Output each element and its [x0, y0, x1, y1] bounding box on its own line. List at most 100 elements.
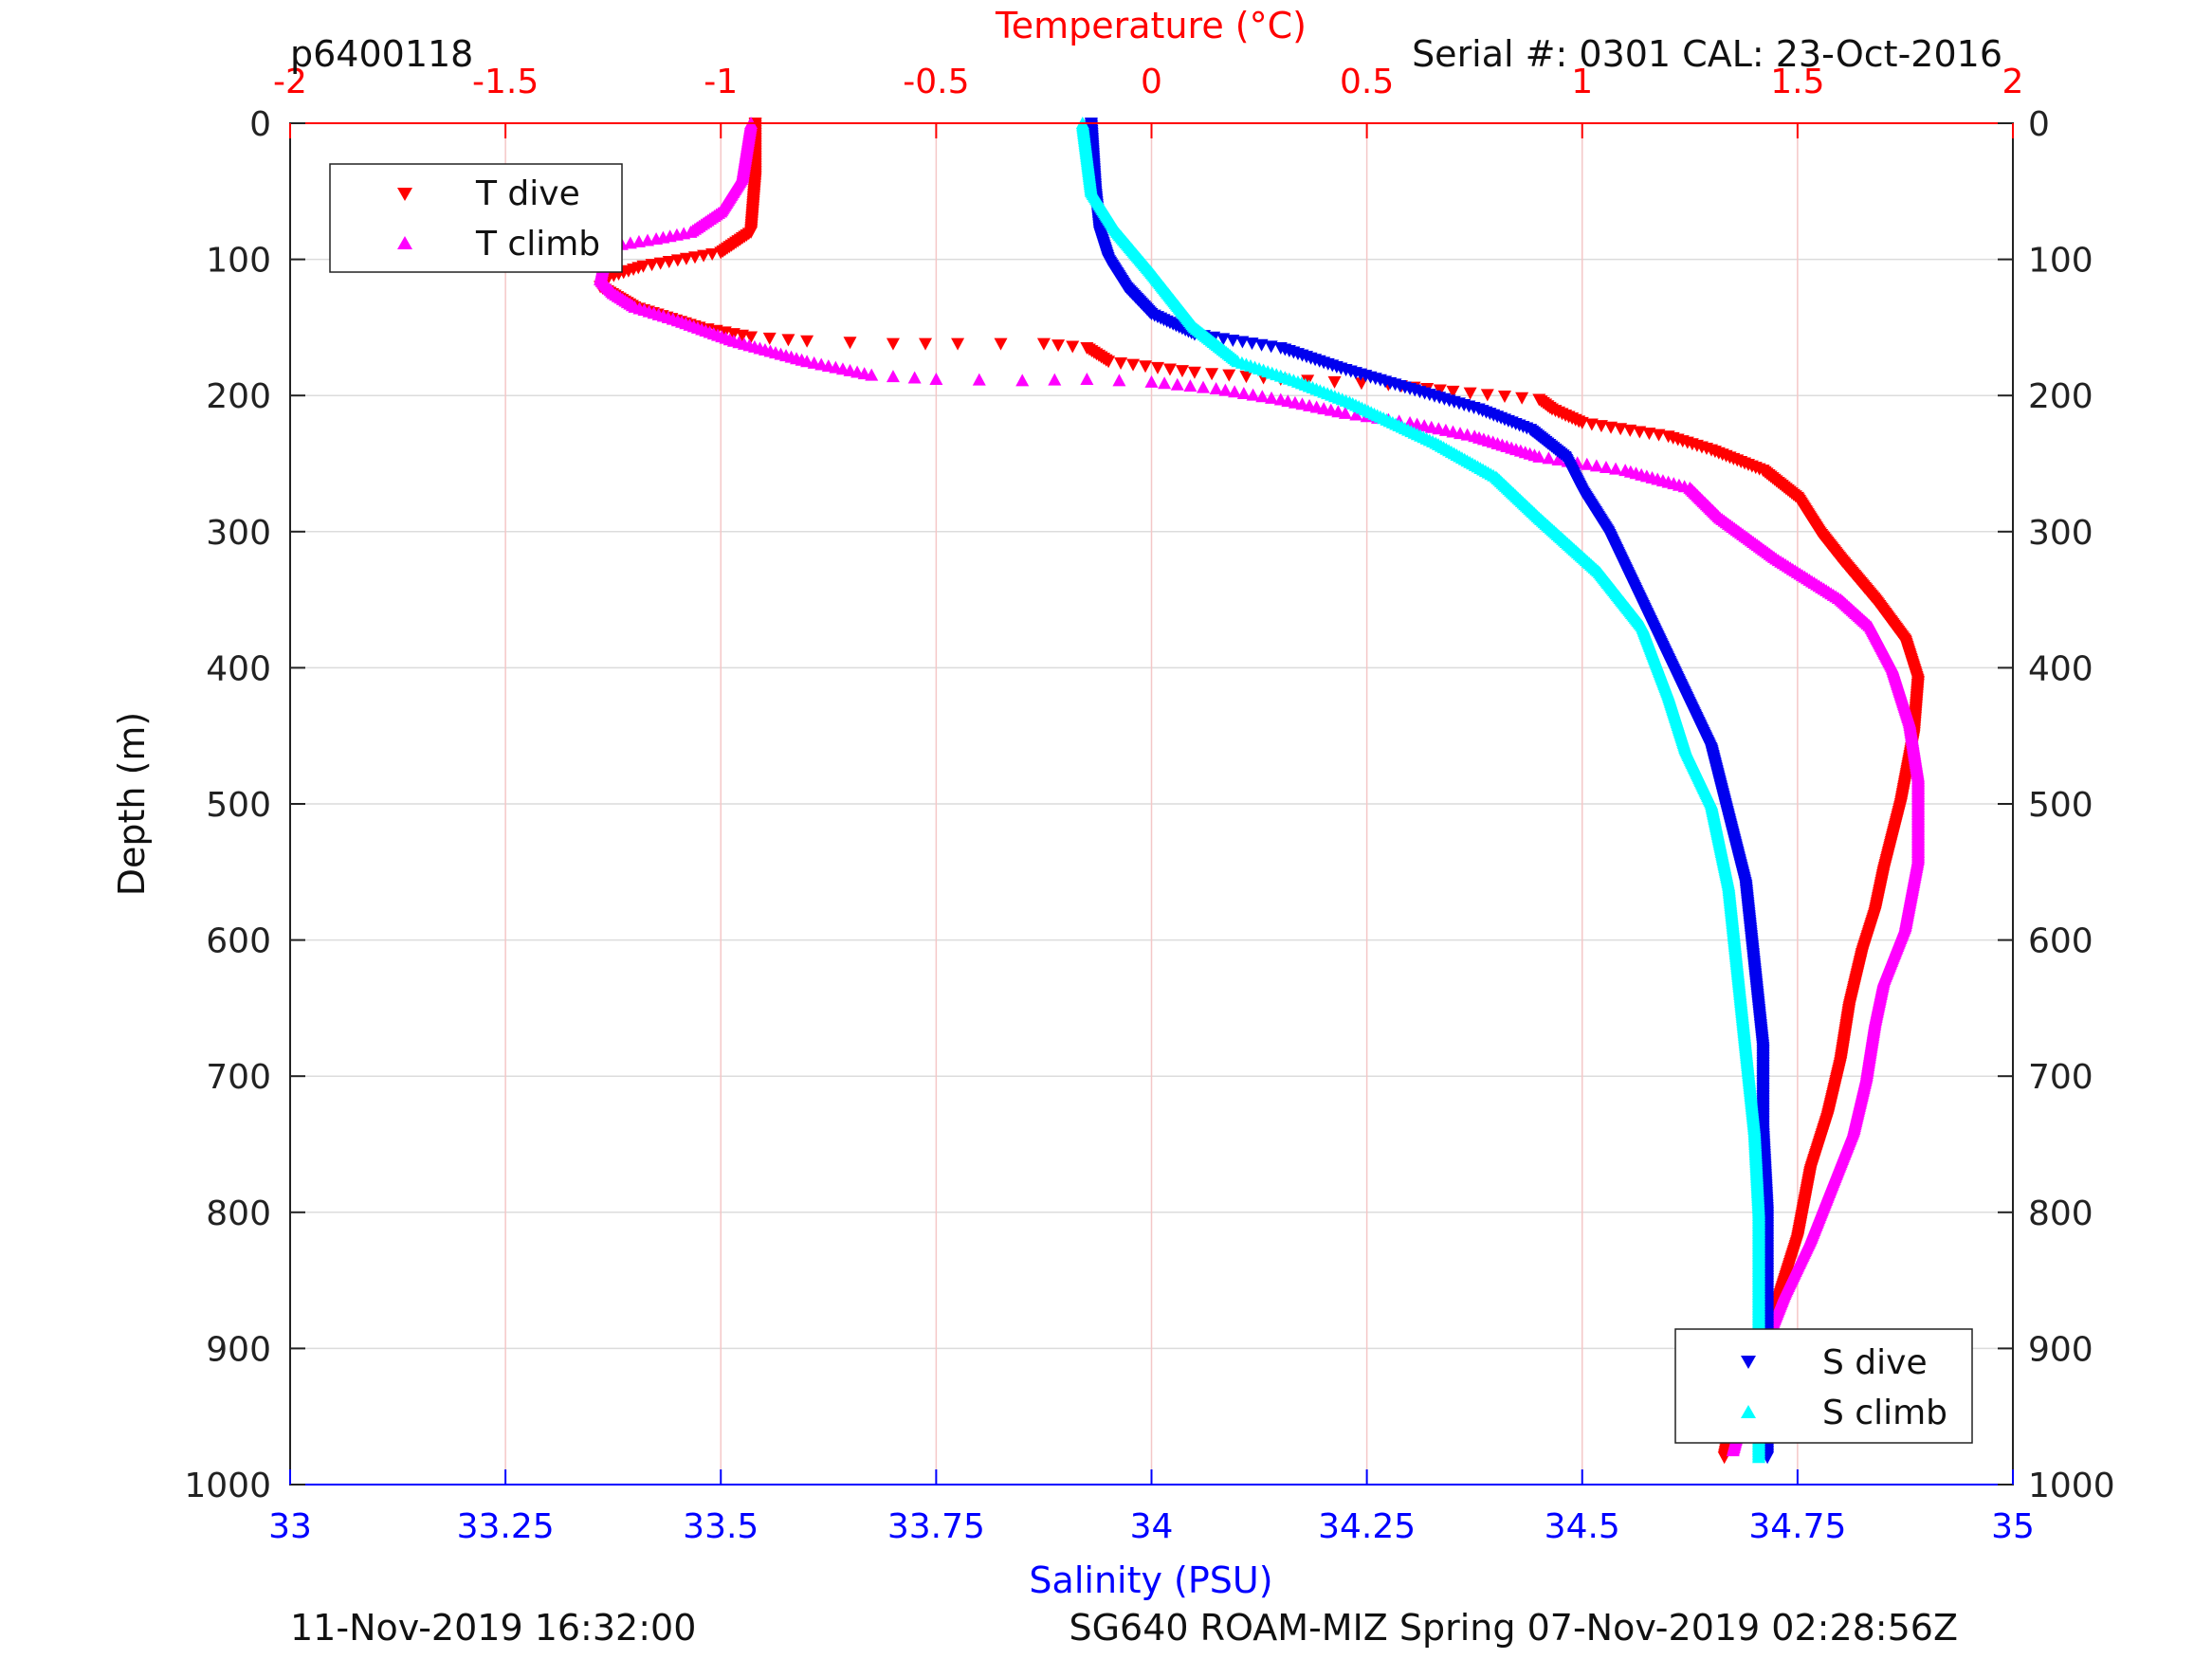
- t-dive-marker: [1642, 428, 1656, 441]
- legend-s-climb-marker: [1741, 1405, 1756, 1418]
- t-dive-marker: [1126, 358, 1141, 372]
- t-climb-marker: [1580, 457, 1594, 470]
- t-dive-marker: [886, 337, 900, 351]
- temperature-tick-label: 0.5: [1340, 63, 1394, 101]
- t-dive-marker: [1463, 387, 1477, 400]
- temperature-tick-label: -2: [273, 63, 307, 101]
- t-dive-marker: [1633, 426, 1647, 439]
- grid: [290, 123, 2013, 1485]
- t-climb-marker: [1255, 390, 1270, 403]
- depth-tick-label-right: 1000: [2028, 1467, 2115, 1505]
- t-climb-marker: [1599, 460, 1613, 473]
- depth-tick-label-right: 300: [2028, 514, 2093, 553]
- depth-tick-label-left: 0: [249, 105, 271, 144]
- t-dive-marker: [919, 337, 933, 351]
- t-climb-marker: [649, 232, 664, 246]
- t-dive-marker: [1614, 423, 1628, 436]
- legend-temperature-box: [329, 163, 623, 273]
- salinity-tick-label: 33.75: [887, 1507, 985, 1546]
- t-dive-marker: [1480, 389, 1494, 402]
- t-dive-marker: [1187, 366, 1201, 379]
- t-dive-marker: [951, 337, 965, 351]
- footer-mission: SG640 ROAM-MIZ Spring 07-Nov-2019 02:28:…: [1069, 1607, 1958, 1649]
- depth-tick-label-left: 200: [206, 377, 271, 416]
- depth-tick-label-left: 600: [206, 922, 271, 961]
- t-climb-marker: [1015, 374, 1030, 387]
- t-dive-marker: [843, 337, 857, 350]
- temperature-tick-label: -0.5: [903, 63, 969, 101]
- depth-tick-label-right: 700: [2028, 1058, 2093, 1097]
- t-climb-marker: [1726, 1444, 1740, 1457]
- depth-tick-label-left: 800: [206, 1194, 271, 1233]
- s-dive-marker: [1226, 334, 1240, 347]
- depth-tick-label-left: 300: [206, 514, 271, 553]
- depth-tick-label-right: 0: [2028, 105, 2050, 144]
- t-climb-marker: [1338, 406, 1352, 419]
- s-dive-marker: [1216, 333, 1231, 346]
- t-climb-marker: [1236, 386, 1251, 399]
- t-dive-marker: [1222, 369, 1236, 382]
- depth-tick-label-right: 400: [2028, 649, 2093, 688]
- t-dive-marker: [1139, 360, 1153, 374]
- t-climb-marker: [972, 373, 986, 386]
- t-climb-marker: [1112, 374, 1126, 387]
- t-dive-marker: [1162, 363, 1177, 376]
- depth-axis-label: Depth (m): [111, 712, 153, 897]
- salinity-tick-label: 34.25: [1318, 1507, 1416, 1546]
- t-dive-marker: [1066, 340, 1080, 354]
- salinity-tick-label: 34.75: [1748, 1507, 1846, 1546]
- legend-t-climb-label: T climb: [475, 225, 600, 264]
- t-dive-marker: [744, 331, 759, 344]
- t-dive-marker: [1327, 375, 1342, 389]
- t-climb-marker: [1209, 382, 1223, 395]
- t-climb-marker: [865, 368, 879, 381]
- t-climb-marker: [1349, 408, 1363, 421]
- t-climb-marker: [1246, 388, 1260, 401]
- s-dive-marker: [1235, 336, 1250, 349]
- depth-tick-label-left: 900: [206, 1330, 271, 1369]
- t-climb-marker: [631, 234, 646, 247]
- t-dive-marker: [1594, 420, 1608, 433]
- s-dive-marker: [1245, 337, 1259, 351]
- depth-tick-label-left: 500: [206, 786, 271, 825]
- t-dive-marker: [1239, 371, 1253, 384]
- legend-temperature: T dive T climb: [329, 163, 623, 273]
- depth-tick-label-left: 400: [206, 649, 271, 688]
- depth-tick-label-right: 200: [2028, 377, 2093, 416]
- t-dive-marker: [1114, 356, 1128, 370]
- temperature-tick-label: -1.5: [472, 63, 539, 101]
- legend-s-dive-marker: [1741, 1356, 1756, 1369]
- legend-t-dive-marker: [397, 188, 412, 201]
- legend-t-climb-marker: [397, 236, 412, 249]
- salinity-tick-label: 33: [268, 1507, 312, 1546]
- depth-tick-label-left: 1000: [184, 1467, 271, 1505]
- legend-t-dive-label: T dive: [475, 174, 580, 213]
- t-climb-marker: [641, 233, 655, 246]
- salinity-tick-label: 34: [1130, 1507, 1174, 1546]
- salinity-axis-label: Salinity (PSU): [1029, 1559, 1272, 1601]
- legend-salinity: S dive S climb: [1674, 1328, 1973, 1444]
- t-climb-marker: [1265, 391, 1279, 404]
- temperature-axis-label: Temperature (°C): [995, 5, 1307, 46]
- t-dive-marker: [800, 335, 814, 348]
- t-dive-marker: [1205, 368, 1219, 381]
- t-dive-marker: [1051, 339, 1066, 353]
- t-dive-marker: [781, 334, 795, 347]
- depth-tick-label-right: 500: [2028, 786, 2093, 825]
- salinity-tick-label: 33.5: [683, 1507, 759, 1546]
- t-climb-marker: [1080, 372, 1094, 385]
- t-climb-marker: [1218, 383, 1233, 396]
- t-climb-marker: [1048, 373, 1062, 386]
- t-climb-marker: [1551, 453, 1565, 466]
- temperature-tick-label: 0: [1141, 63, 1162, 101]
- t-dive-marker: [994, 337, 1008, 351]
- t-dive-marker: [1652, 428, 1666, 442]
- t-climb-marker: [1542, 451, 1556, 465]
- legend-s-climb-label: S climb: [1822, 1394, 1947, 1432]
- temperature-tick-label: 1: [1571, 63, 1593, 101]
- t-climb-marker: [1228, 385, 1242, 398]
- serial-calibration: Serial #: 0301 CAL: 23-Oct-2016: [1412, 33, 2002, 75]
- legend-s-dive-label: S dive: [1822, 1343, 1928, 1382]
- s-climb-marker: [1751, 1450, 1765, 1464]
